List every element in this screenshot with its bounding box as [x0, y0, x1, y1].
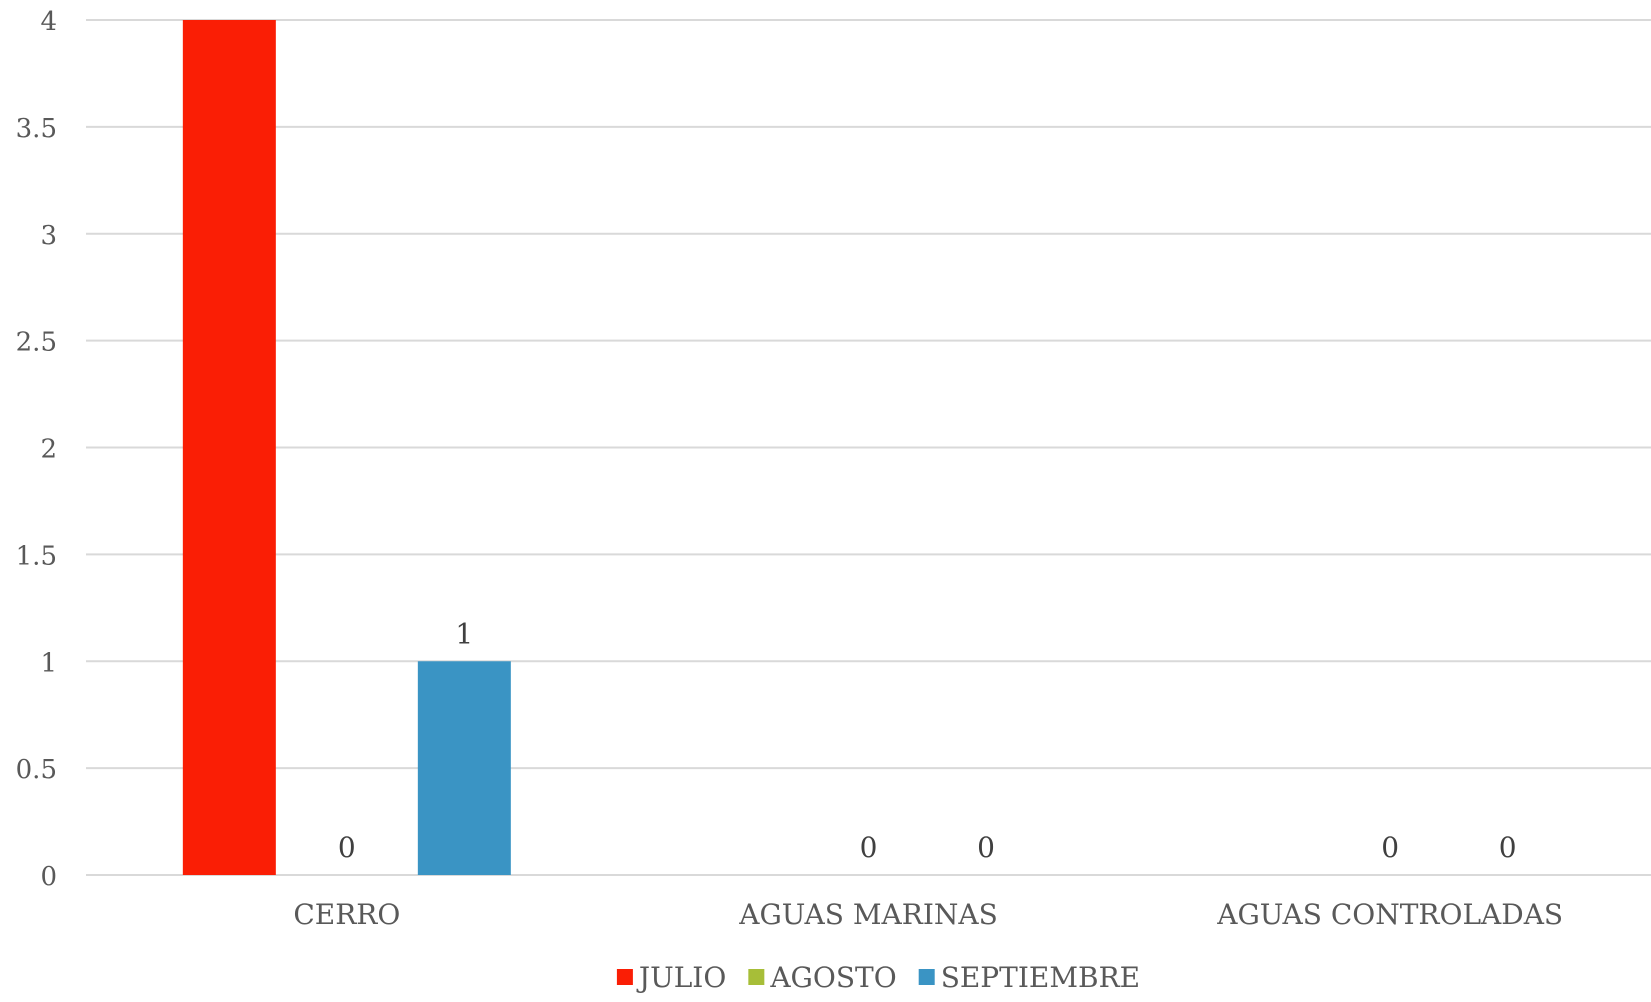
legend-label: SEPTIEMBRE: [941, 961, 1140, 994]
y-tick-label: 4: [40, 7, 57, 37]
gridlines: [86, 19, 1651, 876]
y-tick-label: 0: [40, 862, 57, 892]
legend-swatch: [918, 969, 935, 985]
y-tick-label: 3: [40, 221, 57, 251]
x-category-label: AGUAS CONTROLADAS: [1216, 898, 1563, 931]
legend-item-septiembre: SEPTIEMBRE: [918, 961, 1140, 994]
data-labels: 0 1 0 0 0 0: [338, 617, 1517, 864]
legend-item-julio: JULIO: [616, 961, 726, 994]
bar-septiembre-0: [417, 661, 511, 875]
data-label: 1: [455, 617, 473, 650]
legend-item-agosto: AGOSTO: [748, 961, 897, 994]
y-axis-tick-labels: 0 0.5 1 1.5 2 2.5 3 3.5 4: [16, 7, 57, 892]
bar-julio-0: [182, 20, 276, 875]
legend-label: AGOSTO: [769, 961, 896, 994]
x-axis-category-labels: CERRO AGUAS MARINAS AGUAS CONTROLADAS: [293, 898, 1563, 931]
bars: [182, 20, 511, 875]
legend-label: JULIO: [636, 961, 726, 994]
legend: JULIO AGOSTO SEPTIEMBRE: [616, 961, 1140, 994]
data-label: 0: [1381, 831, 1399, 864]
legend-swatch: [748, 969, 765, 985]
y-tick-label: 2.5: [16, 328, 57, 358]
data-label: 0: [1499, 831, 1517, 864]
data-label: 0: [338, 831, 356, 864]
y-tick-label: 2: [40, 435, 57, 465]
y-tick-label: 1: [40, 648, 57, 678]
legend-swatch: [616, 969, 633, 985]
y-tick-label: 0.5: [16, 755, 57, 785]
y-tick-label: 1.5: [16, 541, 57, 571]
data-label: 0: [977, 831, 995, 864]
x-category-label: CERRO: [293, 898, 400, 931]
y-tick-label: 3.5: [16, 114, 57, 144]
data-label: 0: [860, 831, 878, 864]
x-category-label: AGUAS MARINAS: [738, 898, 998, 931]
